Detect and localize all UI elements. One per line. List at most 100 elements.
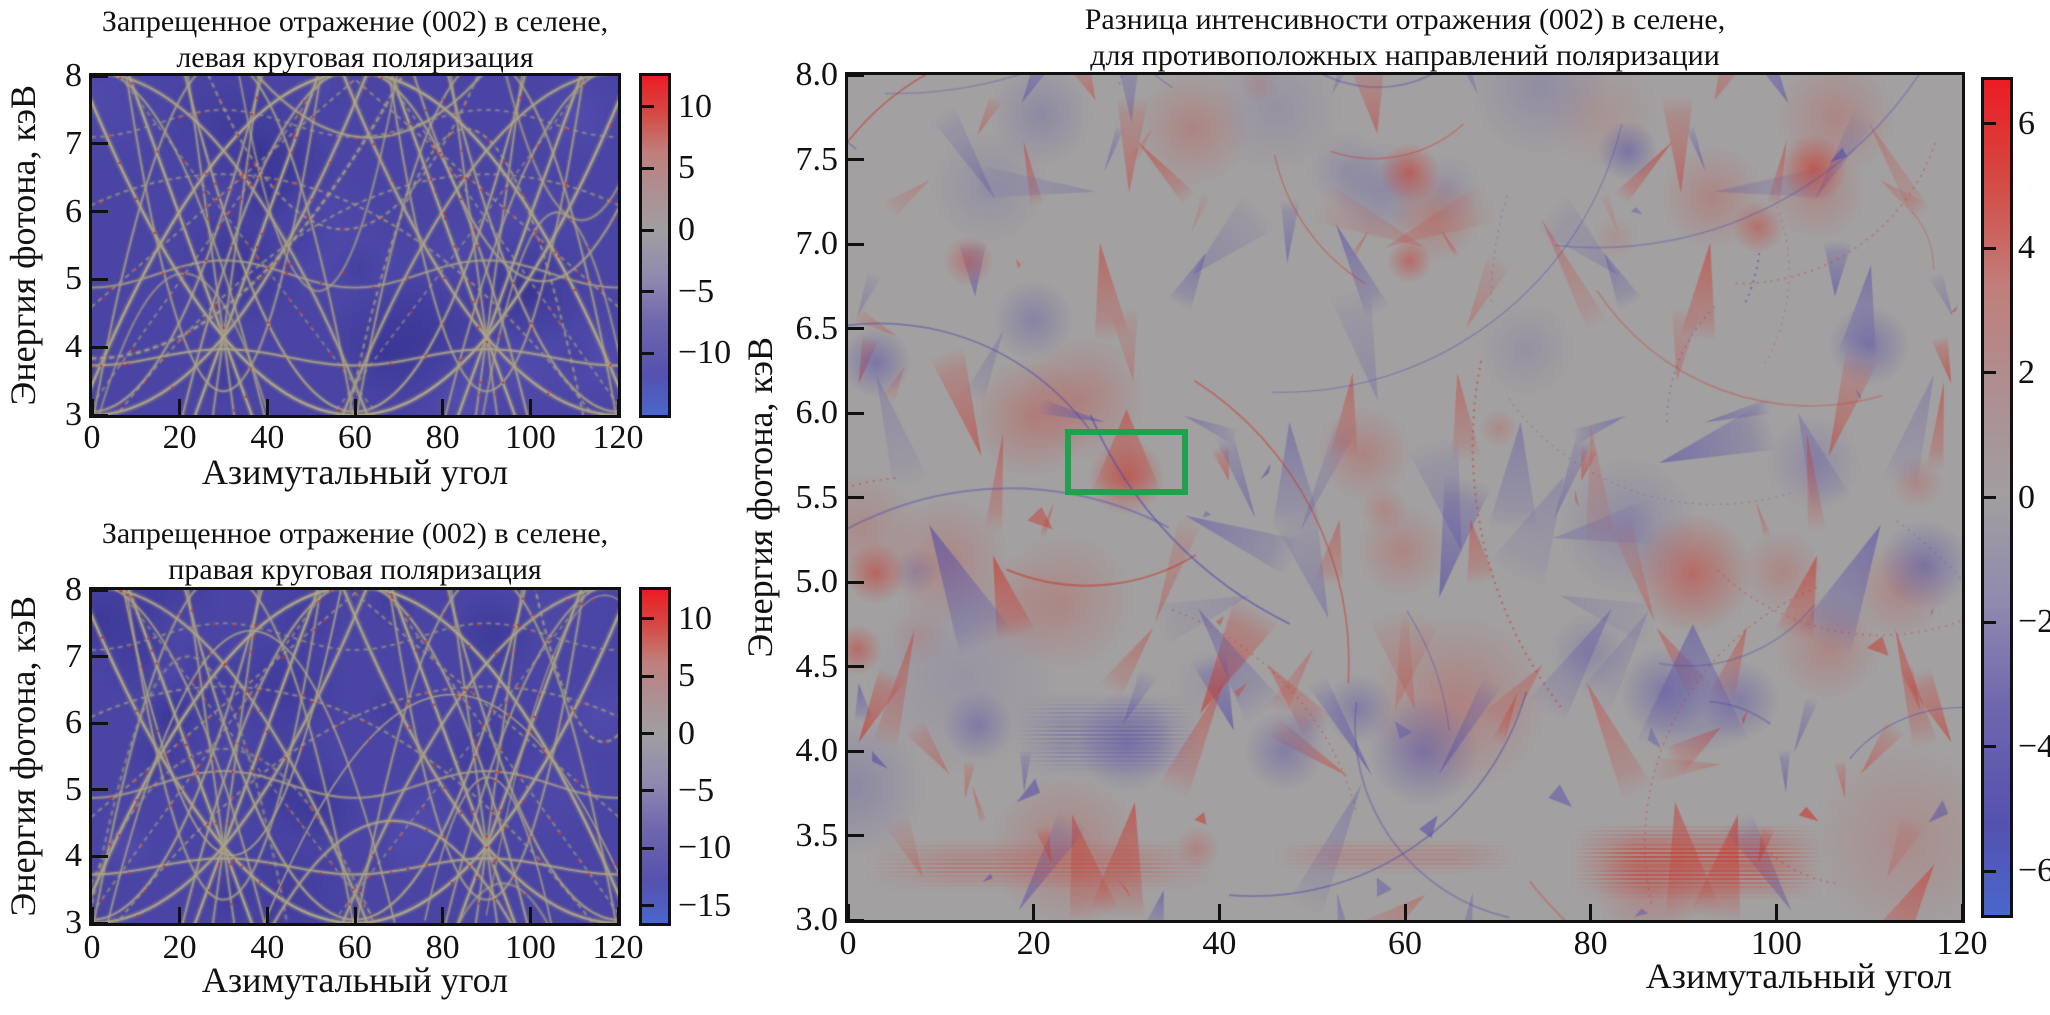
x-tick-mark (528, 399, 532, 415)
roi-annotation-rect (1064, 428, 1189, 496)
x-tick-label: 80 (1573, 925, 1608, 962)
heatmap-canvas-left_bottom (92, 590, 618, 923)
colorbar-tick-label: 6 (2018, 104, 2035, 142)
y-tick-label: 7 (65, 124, 82, 162)
colorbar-tick-mark (642, 617, 654, 621)
colorbar-tick-label: −10 (678, 829, 732, 867)
x-tick-label: 120 (592, 929, 644, 966)
plot1-title-line1: Запрещенное отражение (002) в селене, (101, 5, 609, 38)
x-tick-label: 60 (338, 929, 372, 966)
colorbar-tick-mark (642, 290, 654, 294)
plot-area-left_top (89, 73, 621, 418)
x-tick-mark (441, 399, 445, 415)
y-tick-mark (92, 655, 108, 659)
x-tick-mark (1217, 904, 1221, 920)
x-tick-mark (1589, 904, 1593, 920)
plot1-xlabel: Азимутальный угол (201, 452, 509, 492)
colorbar-tick-mark (642, 789, 654, 793)
x-tick-label: 60 (1388, 925, 1422, 962)
x-tick-label: 40 (1202, 925, 1237, 962)
colorbar-tick-label: 0 (678, 211, 695, 249)
x-tick-mark (353, 907, 357, 923)
colorbar-left_top (639, 73, 671, 418)
y-tick-mark (92, 345, 108, 349)
x-tick-mark (353, 399, 357, 415)
y-tick-mark (92, 413, 108, 417)
x-tick-label: 20 (1016, 925, 1051, 962)
y-tick-label: 4.0 (795, 732, 839, 769)
colorbar-tick-mark (642, 732, 654, 736)
heatmap-canvas-left_top (92, 76, 618, 415)
plot2-title-line2: правая круговая поляризация (168, 553, 542, 586)
x-tick-label: 40 (250, 929, 285, 966)
y-tick-mark (92, 74, 108, 78)
y-tick-label: 6 (65, 704, 82, 742)
y-tick-label: 4 (65, 328, 82, 366)
colorbar-tick-label: −10 (678, 334, 732, 372)
y-tick-mark (92, 921, 108, 925)
y-tick-label: 7 (65, 637, 82, 675)
y-tick-label: 8 (65, 571, 82, 608)
colorbar-tick-label: 2 (2018, 353, 2035, 391)
colorbar-tick-label: 5 (678, 657, 695, 695)
y-tick-label: 5 (65, 260, 82, 298)
x-tick-label: 40 (250, 419, 285, 456)
plot1-title-line2: левая круговая поляризация (176, 41, 534, 74)
y-tick-mark (92, 854, 108, 858)
y-tick-label: 3 (65, 396, 82, 433)
x-tick-label: 0 (83, 929, 101, 966)
x-tick-mark (846, 904, 850, 920)
colorbar-tick-label: 0 (2018, 478, 2035, 516)
colorbar-tick-mark (1984, 246, 1996, 250)
y-tick-mark (848, 749, 864, 753)
y-tick-mark (848, 411, 864, 415)
colorbar-tick-label: 0 (678, 714, 695, 752)
colorbar-tick-mark (642, 674, 654, 678)
heatmap-canvas-right_difference (848, 75, 1962, 920)
y-tick-label: 6.5 (795, 309, 839, 347)
plot2-title-line1: Запрещенное отражение (002) в селене, (101, 517, 609, 550)
colorbar-tick-label: −2 (2018, 603, 2050, 641)
x-tick-label: 100 (504, 419, 556, 456)
colorbar-tick-label: −15 (678, 886, 732, 924)
x-tick-label: 100 (504, 929, 556, 966)
x-tick-label: 120 (1936, 925, 1988, 962)
y-tick-label: 6 (65, 192, 82, 230)
colorbar-tick-label: −5 (678, 771, 715, 809)
y-tick-label: 3.0 (795, 901, 839, 938)
x-tick-label: 20 (162, 929, 197, 966)
plot2-xlabel: Азимутальный угол (201, 960, 509, 1000)
y-tick-label: 8.0 (795, 56, 839, 93)
y-tick-label: 6.0 (795, 394, 839, 431)
x-tick-label: 120 (592, 419, 644, 456)
x-tick-mark (1960, 904, 1964, 920)
x-tick-mark (265, 907, 269, 923)
colorbar-tick-label: 10 (678, 599, 712, 637)
x-tick-mark (90, 907, 94, 923)
plot3-xlabel: Азимутальный угол (1645, 956, 1952, 996)
x-tick-mark (616, 907, 620, 923)
x-tick-label: 0 (83, 419, 101, 456)
x-tick-mark (1032, 904, 1036, 920)
x-tick-mark (528, 907, 532, 923)
y-tick-mark (848, 242, 864, 246)
y-tick-mark (92, 588, 108, 592)
y-tick-mark (92, 142, 108, 146)
colorbar-tick-mark (642, 105, 654, 109)
x-tick-label: 20 (162, 419, 197, 456)
colorbar-tick-mark (642, 351, 654, 355)
x-tick-mark (1403, 904, 1407, 920)
colorbar-tick-mark (642, 228, 654, 232)
x-tick-mark (178, 907, 182, 923)
y-tick-label: 4 (65, 837, 82, 875)
x-tick-mark (441, 907, 445, 923)
colorbar-tick-mark (1984, 496, 1996, 499)
x-tick-mark (90, 399, 94, 415)
y-tick-mark (848, 496, 864, 499)
y-tick-label: 8 (65, 57, 82, 94)
x-tick-label: 0 (839, 925, 857, 962)
x-tick-label: 60 (338, 419, 372, 456)
x-tick-label: 100 (1750, 925, 1802, 962)
y-tick-label: 7.0 (795, 225, 839, 262)
